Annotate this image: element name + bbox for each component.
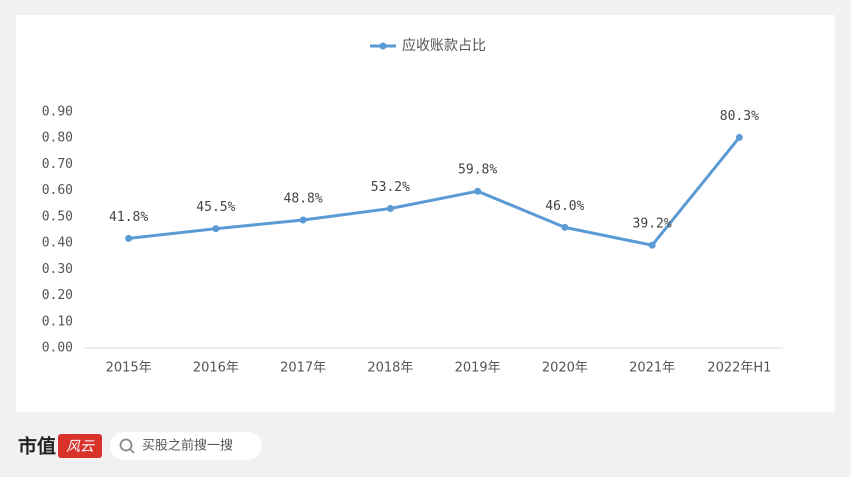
data-label: 39.2% <box>633 217 672 232</box>
y-tick-label: 0.40 <box>42 236 73 251</box>
y-tick-label: 0.00 <box>42 341 73 356</box>
x-tick-label: 2016年 <box>193 361 239 376</box>
x-tick-label: 2022年H1 <box>707 361 771 376</box>
x-tick-label: 2018年 <box>367 361 413 376</box>
data-point <box>735 133 743 141</box>
series-line <box>128 136 741 247</box>
data-label: 59.8% <box>458 163 497 178</box>
data-point <box>299 216 307 224</box>
search-icon-handle <box>129 448 135 454</box>
search-placeholder: 买股之前搜一搜 <box>142 438 233 454</box>
y-tick-label: 0.90 <box>42 105 73 120</box>
x-tick-label: 2021年 <box>629 361 675 376</box>
y-tick-label: 0.80 <box>42 131 73 146</box>
x-tick-label: 2020年 <box>542 361 588 376</box>
data-point <box>386 204 394 212</box>
logo: 风云 <box>66 439 95 455</box>
data-label: 46.0% <box>545 199 584 214</box>
y-tick-label: 0.10 <box>42 314 73 329</box>
chart-panel <box>16 15 835 412</box>
logo-box <box>58 434 102 458</box>
data-point <box>212 225 220 233</box>
x-tick-label: 2019年 <box>455 361 501 376</box>
y-tick-label: 0.30 <box>42 262 73 277</box>
x-tick-label: 2017年 <box>280 361 326 376</box>
data-point <box>561 223 569 231</box>
data-point <box>125 234 133 242</box>
data-label: 48.8% <box>284 192 323 207</box>
search-icon <box>119 438 133 452</box>
data-label: 80.3% <box>720 109 759 124</box>
data-label: 45.5% <box>196 200 235 215</box>
x-tick-label: 2015年 <box>106 361 152 376</box>
y-tick-label: 0.70 <box>42 157 73 172</box>
legend-label: 应收账款占比 <box>402 37 486 54</box>
search-box[interactable] <box>110 432 262 460</box>
legend: 应收账款占比 <box>370 37 486 54</box>
y-tick-label: 0.20 <box>42 288 73 303</box>
data-label: 41.8% <box>109 210 148 225</box>
y-tick-label: 0.60 <box>42 183 73 198</box>
data-label: 53.2% <box>371 180 410 195</box>
data-point <box>474 187 482 195</box>
data-point <box>648 241 656 249</box>
y-tick-label: 0.50 <box>42 209 73 224</box>
legend-marker <box>379 42 387 50</box>
brand: 市值 <box>18 435 56 458</box>
